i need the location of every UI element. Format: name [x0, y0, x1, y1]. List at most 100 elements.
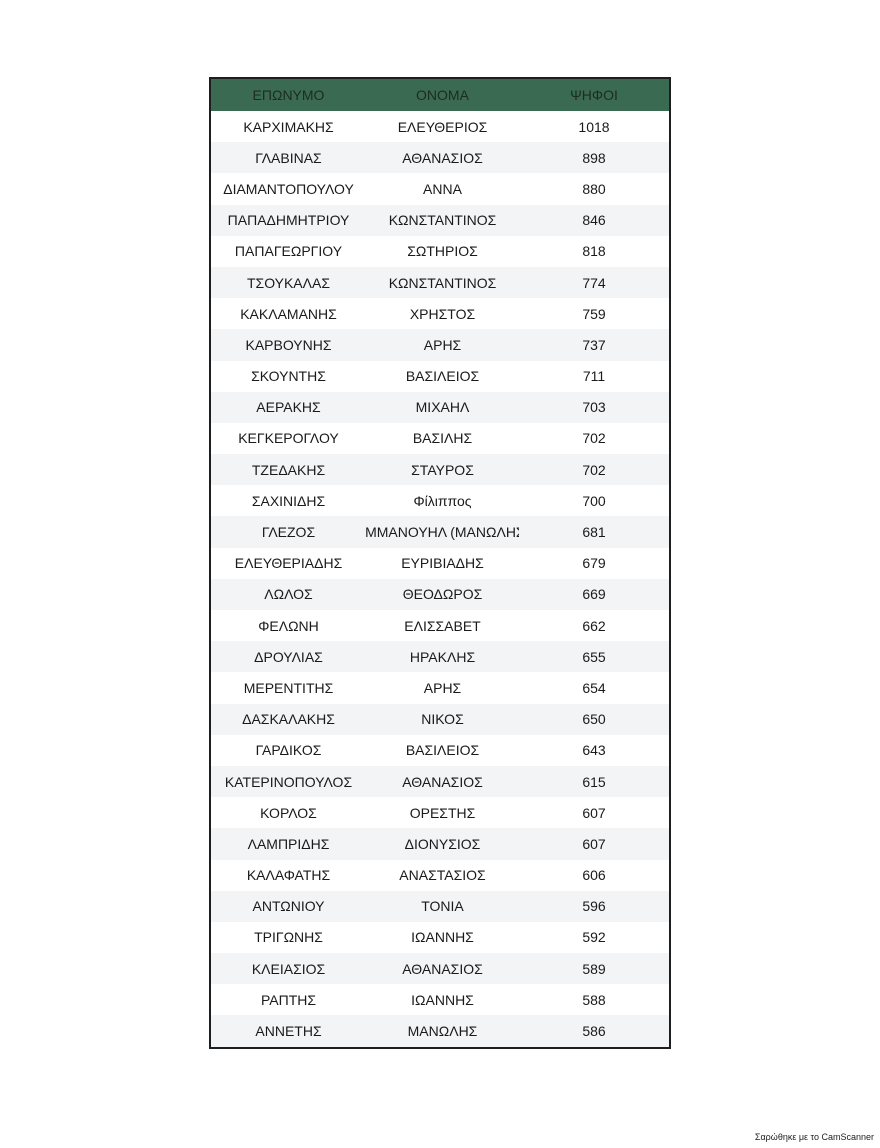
table-row: ΔΑΣΚΑΛΑΚΗΣ ΝΙΚΟΣ 650	[211, 703, 669, 735]
cell-surname: ΔΡΟΥΛΙΑΣ	[254, 648, 323, 665]
table-row: ΓΑΡΔΙΚΟΣ ΒΑΣΙΛΕΙΟΣ 643	[211, 735, 669, 766]
cell-surname: ΤΖΕΔΑΚΗΣ	[251, 461, 326, 478]
cell-surname: ΡΑΠΤΗΣ	[260, 991, 317, 1008]
cell-votes: 737	[582, 336, 606, 353]
cell-surname: ΠΑΠΑΔΗΜΗΤΡΙΟΥ	[227, 212, 350, 229]
cell-surname: ΤΡΙΓΩΝΗΣ	[254, 929, 323, 946]
table-row: ΡΑΠΤΗΣ ΙΩΑΝΝΗΣ 588	[211, 984, 669, 1015]
header-name: ΟΝΟΜΑ	[416, 87, 469, 103]
cell-votes: 681	[582, 524, 606, 541]
cell-surname: ΚΑΡΒΟΥΝΗΣ	[245, 336, 332, 353]
cell-name: ΕΛΕΥΘΕΡΙΟΣ	[397, 118, 488, 135]
cell-votes: 1018	[578, 118, 610, 135]
cell-name: Φίλιππος	[413, 492, 472, 509]
scanner-watermark: Σαρώθηκε με το CamScanner	[754, 1132, 874, 1142]
votes-table: ΕΠΩΝΥΜΟ ΟΝΟΜΑ ΨΗΦΟΙ ΚΑΡΧΙΜΑΚΗΣ ΕΛΕΥΘΕΡΙΟΣ…	[209, 77, 671, 1049]
cell-name: ΒΑΣΙΛΗΣ	[412, 430, 473, 447]
cell-surname: ΕΛΕΥΘΕΡΙΑΔΗΣ	[234, 555, 343, 572]
cell-votes: 615	[582, 773, 606, 790]
table-row: ΠΑΠΑΔΗΜΗΤΡΙΟΥ ΚΩΝΣΤΑΝΤΙΝΟΣ 846	[211, 204, 669, 236]
cell-surname: ΚΕΓΚΕΡΟΓΛΟΥ	[238, 430, 339, 447]
cell-name: ΕΥΡΙΒΙΑΔΗΣ	[401, 555, 484, 572]
cell-surname: ΛΑΜΠΡΙΔΗΣ	[247, 835, 330, 852]
table-row: ΚΑΡΒΟΥΝΗΣ ΑΡΗΣ 737	[211, 329, 669, 361]
cell-surname: ΤΣΟΥΚΑΛΑΣ	[246, 274, 330, 291]
cell-votes: 679	[582, 555, 606, 572]
table-row: ΣΑΧΙΝΙΔΗΣ Φίλιππος 700	[211, 485, 669, 516]
header-surname: ΕΠΩΝΥΜΟ	[252, 87, 325, 103]
table-row: ΓΛΕΖΟΣ ΕΜΜΑΝΟΥΗΛ (ΜΑΝΩΛΗΣ) 681	[211, 516, 669, 548]
cell-surname: ΓΑΡΔΙΚΟΣ	[255, 742, 322, 759]
table-row: ΚΑΡΧΙΜΑΚΗΣ ΕΛΕΥΘΕΡΙΟΣ 1018	[211, 111, 669, 142]
table-row: ΚΛΕΙΑΣΙΟΣ ΑΘΑΝΑΣΙΟΣ 589	[211, 953, 669, 985]
cell-votes: 588	[582, 991, 606, 1008]
cell-votes: 606	[582, 867, 606, 884]
cell-surname: ΚΛΕΙΑΣΙΟΣ	[251, 960, 326, 977]
cell-name: ΑΝΝΑ	[423, 180, 462, 197]
cell-name: ΤΟΝΙΑ	[421, 898, 464, 915]
cell-votes: 654	[582, 679, 606, 696]
table-header: ΕΠΩΝΥΜΟ ΟΝΟΜΑ ΨΗΦΟΙ	[211, 79, 669, 111]
cell-votes: 655	[582, 648, 606, 665]
cell-name: ΒΑΣΙΛΕΙΟΣ	[405, 368, 480, 385]
cell-votes: 643	[582, 742, 606, 759]
cell-votes: 711	[582, 368, 606, 385]
cell-name: ΣΩΤΗΡΙΟΣ	[407, 243, 478, 260]
cell-votes: 846	[582, 212, 606, 229]
cell-votes: 607	[582, 804, 606, 821]
cell-name: ΜΙΧΑΗΛ	[415, 399, 470, 416]
cell-name: ΙΩΑΝΝΗΣ	[411, 929, 474, 946]
cell-surname: ΚΑΡΧΙΜΑΚΗΣ	[243, 118, 334, 135]
cell-name: ΝΙΚΟΣ	[421, 711, 464, 728]
cell-votes: 669	[582, 586, 606, 603]
cell-surname: ΣΚΟΥΝΤΗΣ	[251, 368, 326, 385]
cell-name: ΜΑΝΩΛΗΣ	[407, 1023, 478, 1040]
table-row: ΑΝΤΩΝΙΟΥ ΤΟΝΙΑ 596	[211, 890, 669, 922]
table-row: ΜΕΡΕΝΤΙΤΗΣ ΑΡΗΣ 654	[211, 672, 669, 703]
table-row: ΓΛΑΒΙΝΑΣ ΑΘΑΝΑΣΙΟΣ 898	[211, 142, 669, 174]
cell-surname: ΚΑΤΕΡΙΝΟΠΟΥΛΟΣ	[224, 773, 353, 790]
cell-surname: ΑΝΝΕΤΗΣ	[255, 1023, 322, 1040]
cell-surname: ΚΑΚΛΑΜΑΝΗΣ	[240, 305, 337, 322]
cell-name: ΚΩΝΣΤΑΝΤΙΝΟΣ	[388, 274, 497, 291]
cell-votes: 880	[582, 180, 606, 197]
cell-surname: ΔΑΣΚΑΛΑΚΗΣ	[242, 711, 335, 728]
cell-votes: 607	[582, 835, 606, 852]
cell-surname: ΓΛΑΒΙΝΑΣ	[255, 149, 322, 166]
cell-votes: 589	[582, 960, 606, 977]
cell-votes: 898	[582, 149, 606, 166]
cell-votes: 586	[582, 1023, 606, 1040]
cell-name: ΟΡΕΣΤΗΣ	[409, 804, 476, 821]
cell-votes: 700	[582, 492, 606, 509]
cell-name: ΕΜΜΑΝΟΥΗΛ (ΜΑΝΩΛΗΣ)	[366, 524, 519, 541]
cell-surname: ΓΛΕΖΟΣ	[261, 524, 316, 541]
table-row: ΑΝΝΕΤΗΣ ΜΑΝΩΛΗΣ 586	[211, 1015, 669, 1047]
cell-name: ΚΩΝΣΤΑΝΤΙΝΟΣ	[388, 212, 497, 229]
table-row: ΚΑΤΕΡΙΝΟΠΟΥΛΟΣ ΑΘΑΝΑΣΙΟΣ 615	[211, 765, 669, 798]
cell-name: ΑΘΑΝΑΣΙΟΣ	[402, 960, 483, 977]
cell-name: ΧΡΗΣΤΟΣ	[409, 305, 476, 322]
table-row: ΛΑΜΠΡΙΔΗΣ ΔΙΟΝΥΣΙΟΣ 607	[211, 828, 669, 860]
cell-surname: ΜΕΡΕΝΤΙΤΗΣ	[243, 679, 334, 696]
cell-surname: ΠΑΠΑΓΕΩΡΓΙΟΥ	[234, 243, 343, 260]
cell-name: ΙΩΑΝΝΗΣ	[411, 991, 474, 1008]
cell-votes: 703	[582, 399, 606, 416]
table-row: ΚΕΓΚΕΡΟΓΛΟΥ ΒΑΣΙΛΗΣ 702	[211, 423, 669, 454]
cell-votes: 774	[582, 274, 606, 291]
table-row: ΔΙΑΜΑΝΤΟΠΟΥΛΟΥ ΑΝΝΑ 880	[211, 173, 669, 204]
cell-name: ΑΘΑΝΑΣΙΟΣ	[402, 149, 483, 166]
cell-votes: 592	[582, 929, 606, 946]
cell-surname: ΚΟΡΛΟΣ	[260, 804, 317, 821]
cell-votes: 650	[582, 711, 606, 728]
cell-votes: 702	[582, 461, 606, 478]
cell-name: ΕΛΙΣΣΑΒΕΤ	[404, 617, 481, 634]
header-votes: ΨΗΦΟΙ	[570, 87, 618, 103]
cell-votes: 702	[582, 430, 606, 447]
cell-name: ΑΝΑΣΤΑΣΙΟΣ	[399, 867, 486, 884]
cell-name: ΑΡΗΣ	[423, 336, 462, 353]
cell-votes: 596	[582, 898, 606, 915]
table-row: ΣΚΟΥΝΤΗΣ ΒΑΣΙΛΕΙΟΣ 711	[211, 361, 669, 392]
cell-surname: ΚΑΛΑΦΑΤΗΣ	[246, 867, 331, 884]
table-row: ΚΑΛΑΦΑΤΗΣ ΑΝΑΣΤΑΣΙΟΣ 606	[211, 860, 669, 891]
cell-name: ΔΙΟΝΥΣΙΟΣ	[404, 835, 481, 852]
